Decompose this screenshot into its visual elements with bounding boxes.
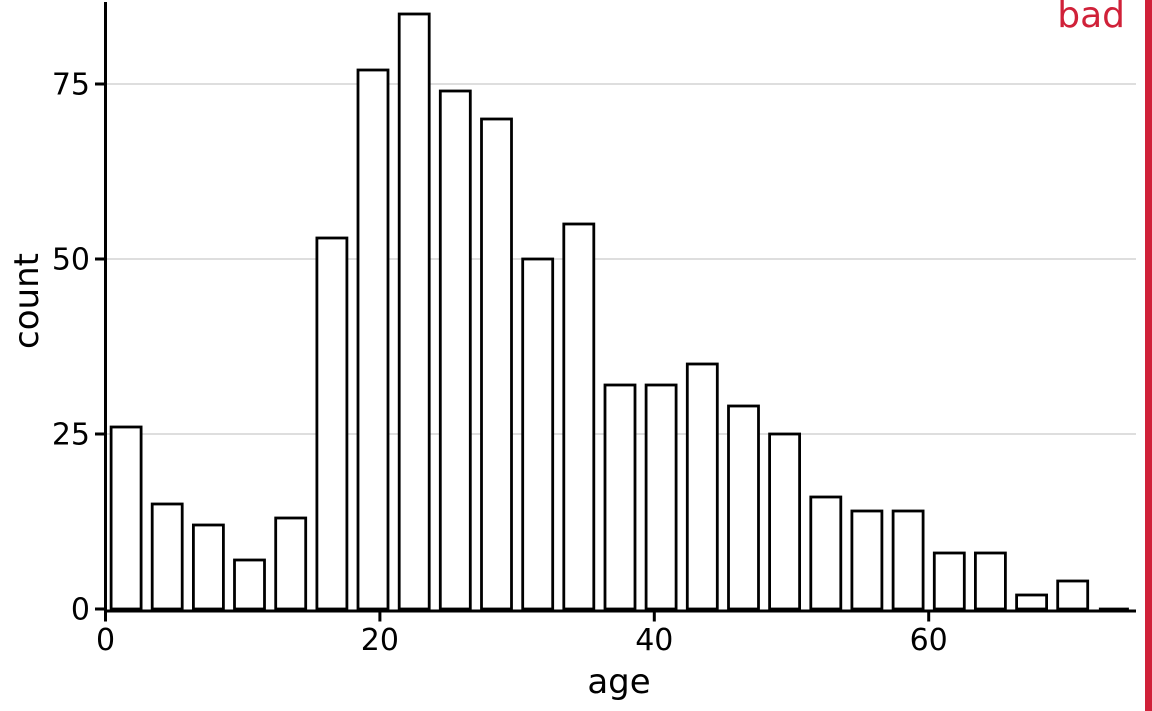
histogram-bar <box>974 551 1007 611</box>
histogram-bar <box>1015 593 1048 611</box>
histogram-bar <box>727 404 760 611</box>
histogram-bar <box>274 516 308 611</box>
histogram-bar <box>191 523 225 611</box>
x-tick-label: 0 <box>96 623 115 658</box>
histogram-bar <box>356 68 390 611</box>
y-tick-label: 0 <box>71 593 90 628</box>
histogram-bar <box>109 425 143 611</box>
y-tick-label: 50 <box>52 243 90 278</box>
histogram-bar <box>562 222 596 611</box>
histogram-bar <box>809 495 843 611</box>
histogram-bar <box>233 558 266 611</box>
bad-marker-stripe <box>1145 0 1152 711</box>
x-tick-label: 20 <box>361 623 399 658</box>
histogram-bar <box>932 551 966 611</box>
histogram-bar <box>521 257 555 611</box>
histogram-bar <box>850 509 884 611</box>
y-tick-label: 25 <box>52 418 90 453</box>
gridlines <box>104 83 1136 435</box>
histogram-bar <box>480 117 513 611</box>
histogram-bar <box>1056 579 1090 611</box>
histogram-bar <box>685 362 719 611</box>
bad-annotation: bad <box>1057 0 1125 36</box>
histogram-bar <box>438 89 472 611</box>
x-tick-label: 40 <box>635 623 673 658</box>
histogram-bar <box>150 502 184 611</box>
ticks: 0 20 40 60 0 25 50 75 <box>52 68 948 659</box>
histogram-bar <box>644 383 678 611</box>
bars-group <box>109 12 1129 611</box>
y-tick-label: 75 <box>52 68 90 103</box>
x-tick-label: 60 <box>910 623 948 658</box>
histogram-bar <box>397 12 431 611</box>
histogram-bar <box>603 383 637 611</box>
x-axis-title: age <box>587 662 651 702</box>
histogram-bar <box>891 509 925 611</box>
histogram-bar <box>315 236 349 611</box>
histogram-bar <box>768 432 801 611</box>
axes <box>104 2 1136 613</box>
y-axis-title: count <box>7 253 47 349</box>
